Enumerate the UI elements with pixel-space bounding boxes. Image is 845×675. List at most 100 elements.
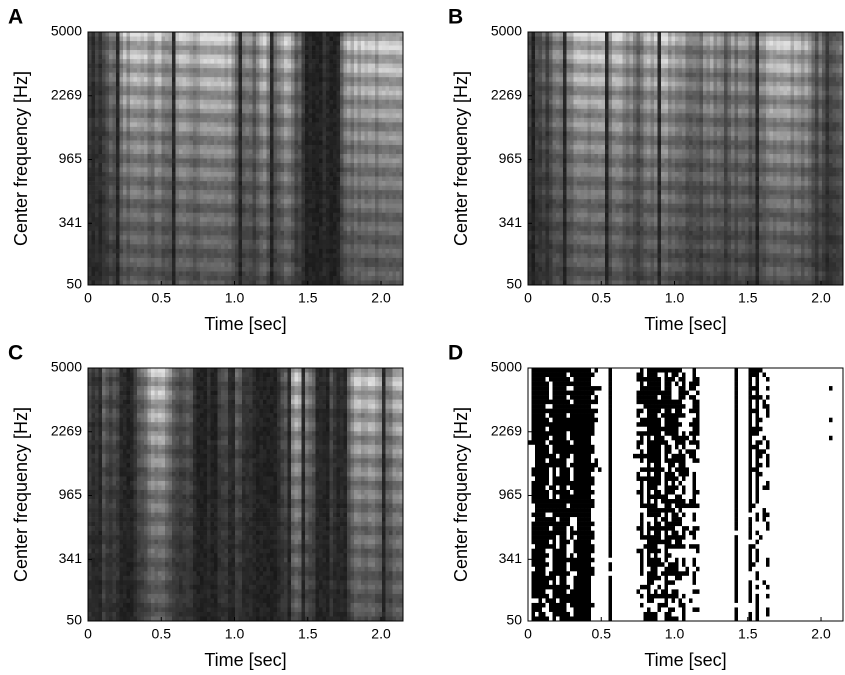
pixel <box>92 208 96 213</box>
pixel <box>214 113 218 118</box>
pixel <box>256 226 260 231</box>
pixel <box>137 55 141 60</box>
pixel <box>151 163 155 168</box>
pixel <box>193 86 197 91</box>
pixel <box>148 104 152 109</box>
pixel <box>106 64 110 69</box>
pixel <box>225 145 229 150</box>
pixel <box>151 240 155 245</box>
pixel <box>249 55 253 60</box>
pixel <box>204 231 208 236</box>
pixel <box>130 73 134 78</box>
pixel <box>169 118 173 123</box>
pixel <box>109 181 113 186</box>
pixel <box>162 127 166 132</box>
pixel <box>148 86 152 91</box>
pixel <box>190 172 194 177</box>
pixel <box>214 86 218 91</box>
pixel <box>235 68 239 73</box>
pixel <box>176 276 180 281</box>
pixel <box>134 186 138 191</box>
pixel <box>109 118 113 123</box>
pixel <box>260 177 264 182</box>
pixel <box>214 159 218 164</box>
pixel <box>130 258 134 263</box>
pixel <box>169 244 173 249</box>
pixel <box>204 222 208 227</box>
pixel <box>92 163 96 168</box>
pixel <box>137 86 141 91</box>
pixel <box>200 163 204 168</box>
pixel <box>249 258 253 263</box>
pixel <box>260 127 264 132</box>
pixel <box>169 95 173 100</box>
pixel <box>137 190 141 195</box>
pixel <box>183 55 187 60</box>
pixel <box>116 32 120 37</box>
pixel <box>99 118 103 123</box>
pixel <box>123 208 127 213</box>
pixel <box>151 258 155 263</box>
pixel <box>99 37 103 42</box>
pixel <box>207 127 211 132</box>
pixel <box>214 118 218 123</box>
pixel <box>214 222 218 227</box>
pixel <box>218 199 222 204</box>
pixel <box>221 95 225 100</box>
pixel <box>169 231 173 236</box>
pixel <box>155 276 159 281</box>
pixel <box>186 37 190 42</box>
pixel <box>256 276 260 281</box>
pixel <box>225 59 229 64</box>
pixel <box>151 159 155 164</box>
pixel <box>130 271 134 276</box>
pixel <box>141 204 145 209</box>
pixel <box>249 136 253 141</box>
pixel <box>106 258 110 263</box>
pixel <box>169 32 173 37</box>
pixel <box>169 77 173 82</box>
pixel <box>155 64 159 69</box>
pixel <box>246 55 250 60</box>
pixel <box>242 240 246 245</box>
pixel <box>102 253 106 258</box>
pixel <box>120 118 124 123</box>
pixel <box>158 271 162 276</box>
pixel <box>151 104 155 109</box>
pixel <box>204 217 208 222</box>
pixel <box>151 271 155 276</box>
pixel <box>218 154 222 159</box>
pixel <box>109 249 113 254</box>
pixel <box>162 249 166 254</box>
pixel <box>99 222 103 227</box>
pixel <box>253 50 257 55</box>
pixel <box>165 109 169 114</box>
pixel <box>221 231 225 236</box>
pixel <box>193 109 197 114</box>
pixel <box>134 59 138 64</box>
pixel <box>120 64 124 69</box>
pixel <box>253 222 257 227</box>
pixel <box>176 113 180 118</box>
pixel <box>242 136 246 141</box>
pixel <box>228 199 232 204</box>
pixel <box>155 258 159 263</box>
pixel <box>176 217 180 222</box>
pixel <box>249 95 253 100</box>
pixel <box>134 145 138 150</box>
pixel <box>256 199 260 204</box>
pixel <box>134 122 138 127</box>
pixel <box>148 140 152 145</box>
pixel <box>130 226 134 231</box>
pixel <box>214 109 218 114</box>
pixel <box>260 204 264 209</box>
pixel <box>211 226 215 231</box>
pixel <box>225 104 229 109</box>
pixel <box>151 73 155 78</box>
pixel <box>221 253 225 258</box>
pixel <box>172 64 176 69</box>
pixel <box>155 55 159 60</box>
pixel <box>256 136 260 141</box>
pixel <box>158 262 162 267</box>
pixel <box>183 172 187 177</box>
